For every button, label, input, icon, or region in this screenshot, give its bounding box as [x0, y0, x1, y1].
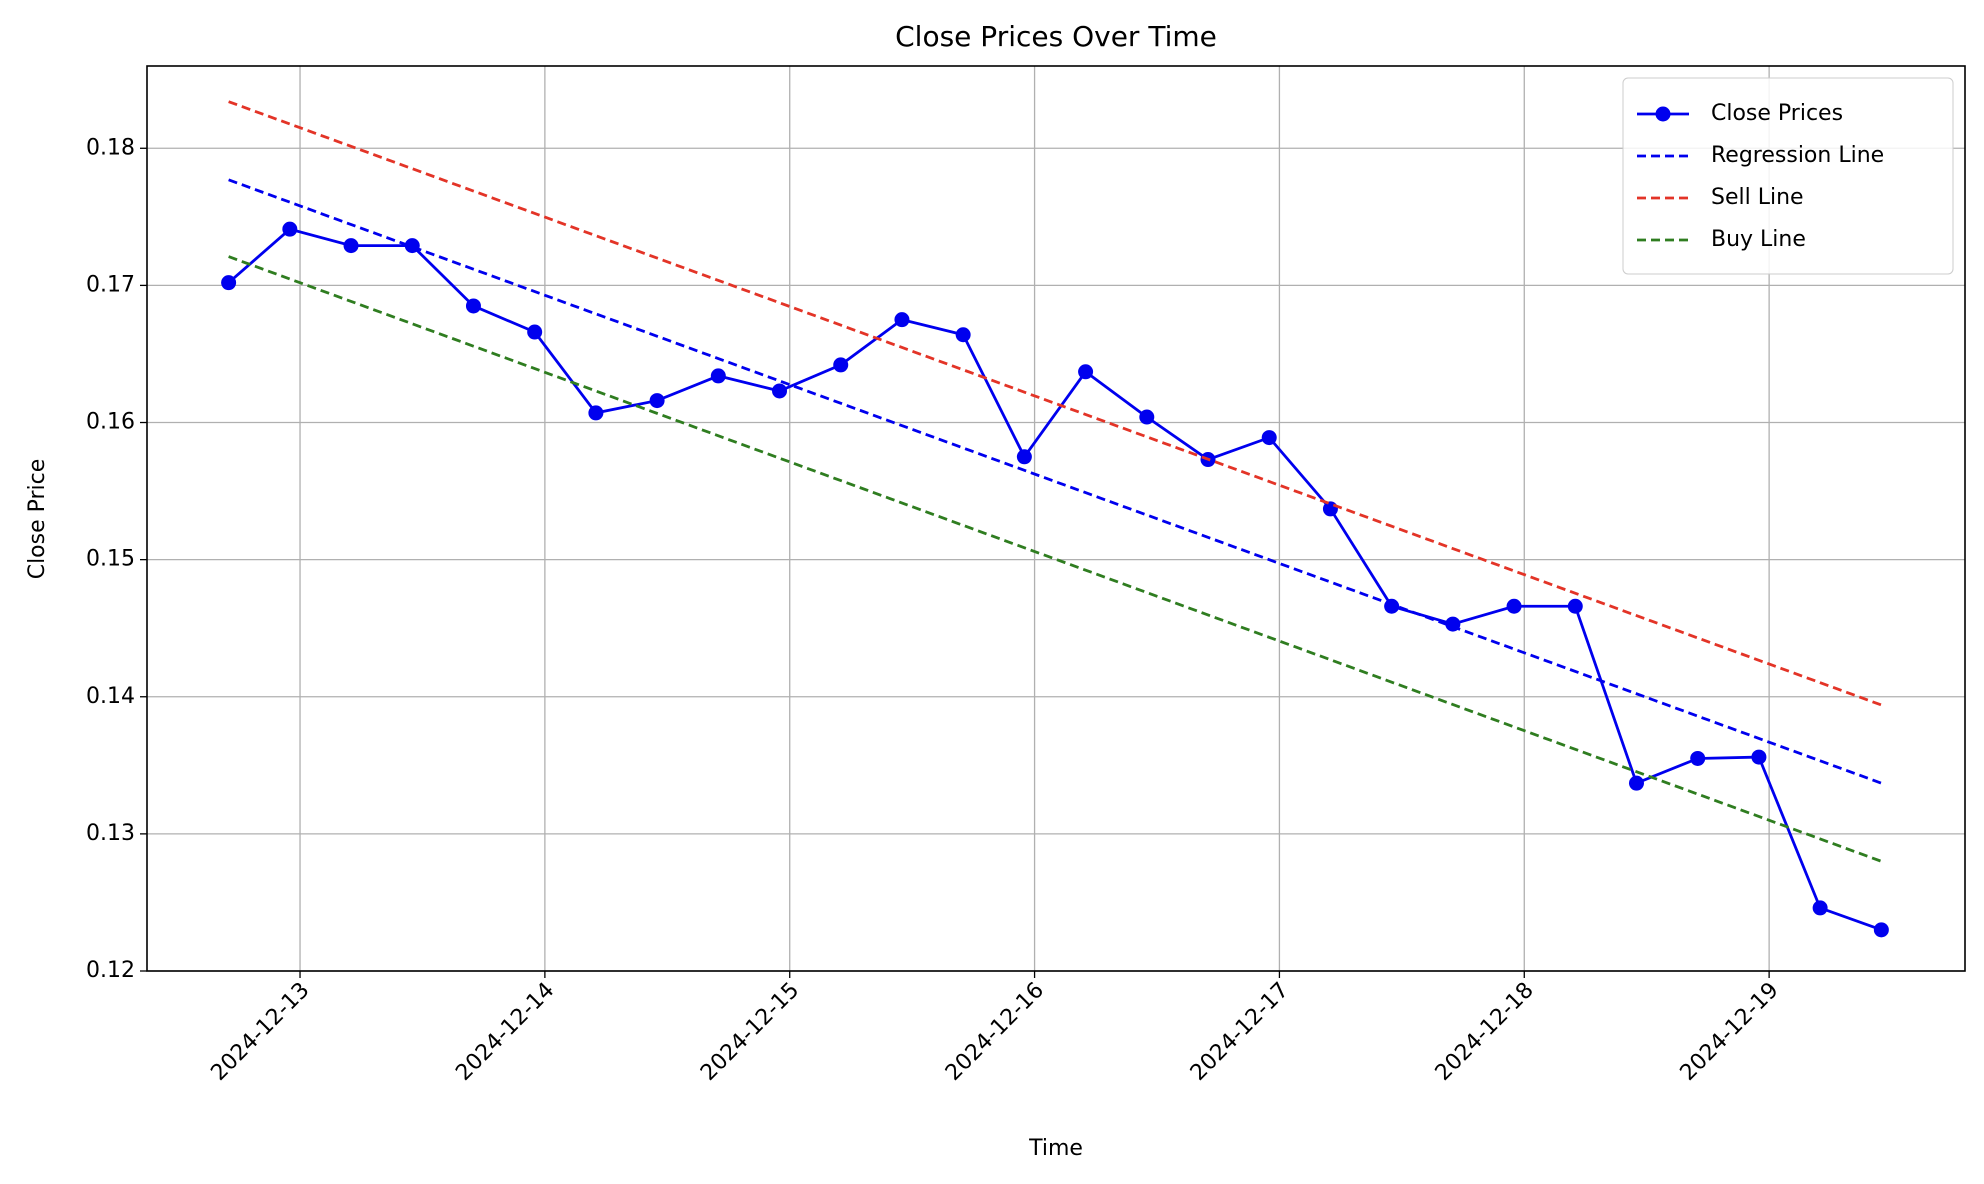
data-point [465, 298, 481, 314]
x-tick-label: 2024-12-19 [1676, 978, 1784, 1086]
y-tick-label: 0.14 [86, 684, 135, 709]
data-point [588, 405, 604, 421]
data-point [1078, 364, 1094, 380]
data-point [772, 383, 788, 399]
legend-label: Buy Line [1711, 227, 1806, 252]
data-point [343, 238, 359, 254]
data-point [710, 368, 726, 384]
series-line [227, 227, 1882, 932]
y-axis-label: Close Price [25, 459, 50, 580]
plot-frame [146, 65, 1966, 972]
data-point [1261, 430, 1277, 446]
legend-marker [1655, 106, 1671, 122]
data-point [1139, 409, 1155, 425]
data-point [894, 312, 910, 328]
data-point [833, 357, 849, 373]
data-point [1751, 749, 1767, 765]
data-point [1506, 598, 1522, 614]
data-point [221, 275, 237, 291]
x-tick-label: 2024-12-14 [451, 978, 559, 1086]
legend-label: Sell Line [1711, 185, 1804, 210]
data-point [282, 221, 298, 237]
y-tick-label: 0.13 [86, 821, 135, 846]
x-tick-label: 2024-12-17 [1186, 978, 1294, 1086]
data-point [1812, 900, 1828, 916]
x-tick-label: 2024-12-16 [941, 978, 1049, 1086]
x-tick-label: 2024-12-13 [206, 978, 314, 1086]
y-tick-label: 0.12 [86, 958, 135, 983]
legend-box [1622, 77, 1954, 275]
y-tick-label: 0.18 [86, 135, 135, 160]
data-point [1873, 922, 1889, 938]
data-point [955, 327, 971, 343]
legend-label: Regression Line [1711, 143, 1884, 168]
x-tick-label: 2024-12-15 [696, 978, 804, 1086]
chart-title: Close Prices Over Time [895, 20, 1217, 53]
y-tick-label: 0.17 [86, 272, 135, 297]
data-point [1690, 750, 1706, 766]
data-point [649, 393, 665, 409]
y-tick-label: 0.15 [86, 547, 135, 572]
data-point [1322, 501, 1338, 517]
x-tick-label: 2024-12-18 [1431, 978, 1539, 1086]
data-point [1567, 598, 1583, 614]
x-axis-label: Time [1028, 1136, 1083, 1161]
data-point [1628, 775, 1644, 791]
legend-label: Close Prices [1711, 101, 1843, 126]
data-point [527, 324, 543, 340]
y-tick-label: 0.16 [86, 410, 135, 435]
data-point [1016, 449, 1032, 465]
